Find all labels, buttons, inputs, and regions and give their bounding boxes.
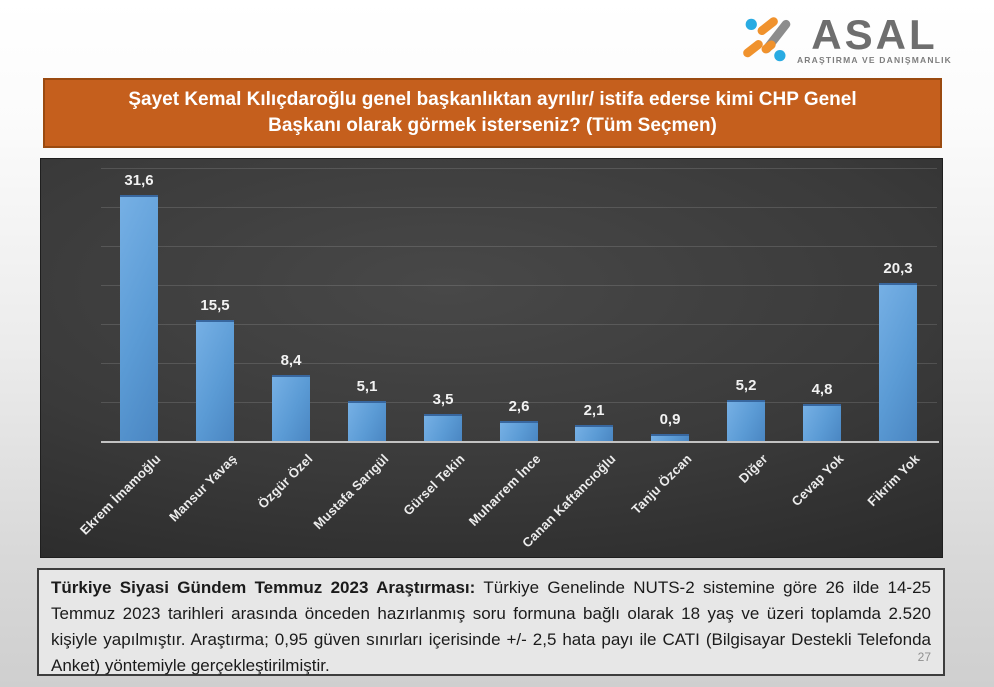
- bar-value-label: 15,5: [200, 297, 230, 314]
- bar-value-label: 20,3: [883, 260, 913, 277]
- question-title-banner: Şayet Kemal Kılıçdaroğlu genel başkanlık…: [43, 78, 942, 148]
- bar-2: [272, 375, 310, 441]
- bar-value-label: 2,6: [508, 398, 530, 415]
- footer-body-text: Türkiye Genelinde NUTS-2 sistemine göre …: [51, 578, 931, 675]
- logo-brand-text: ASAL: [811, 10, 938, 58]
- bar-6: [575, 425, 613, 441]
- bar-value-label: 31,6: [124, 172, 154, 189]
- asal-logo-icon: [743, 17, 791, 62]
- chart-plot: 31,6 Ekrem İmamoğlu 15,5 Mansur Yavaş 8,4 Özg…: [41, 159, 942, 557]
- bar-value-label: 0,9: [659, 411, 681, 428]
- bar-10: [879, 283, 917, 441]
- bar-4: [424, 414, 462, 441]
- bar-3: [348, 401, 386, 441]
- bar-value-label: 5,2: [735, 377, 757, 394]
- bar-0: [120, 195, 158, 441]
- asal-logo: ASAL ARAŞTIRMA VE DANIŞMANLIK: [740, 12, 952, 68]
- gridline: [101, 363, 937, 364]
- gridline: [101, 324, 937, 325]
- gridline: [101, 402, 937, 403]
- page-number: 27: [917, 650, 931, 664]
- bar-8: [727, 400, 765, 441]
- bar-value-label: 3,5: [432, 391, 454, 408]
- logo-text: ASAL ARAŞTIRMA VE DANIŞMANLIK: [796, 10, 952, 66]
- bar-7: [651, 434, 689, 441]
- logo-tagline-text: ARAŞTIRMA VE DANIŞMANLIK: [796, 55, 952, 66]
- title-line-1: Şayet Kemal Kılıçdaroğlu genel başkanlık…: [128, 89, 857, 110]
- bar-value-label: 2,1: [583, 402, 605, 419]
- gridline: [101, 246, 937, 247]
- bar-1: [196, 320, 234, 441]
- gridline: [101, 168, 937, 169]
- title-line-2: Başkanı olarak görmek isterseniz? (Tüm S…: [268, 115, 717, 136]
- bar-5: [500, 421, 538, 441]
- bar-value-label: 8,4: [280, 352, 302, 369]
- bar-9: [803, 404, 841, 441]
- bar-value-label: 5,1: [356, 378, 378, 395]
- gridline: [101, 285, 937, 286]
- x-axis-line: [101, 441, 939, 443]
- bar-value-label: 4,8: [811, 381, 833, 398]
- footer-lead-text: Türkiye Siyasi Gündem Temmuz 2023 Araştı…: [51, 578, 476, 597]
- gridline: [101, 207, 937, 208]
- methodology-text: Türkiye Siyasi Gündem Temmuz 2023 Araştı…: [51, 575, 931, 679]
- bar-chart-panel: 31,6 Ekrem İmamoğlu 15,5 Mansur Yavaş 8,4 Özg…: [40, 158, 943, 558]
- methodology-note: Türkiye Siyasi Gündem Temmuz 2023 Araştı…: [37, 568, 945, 676]
